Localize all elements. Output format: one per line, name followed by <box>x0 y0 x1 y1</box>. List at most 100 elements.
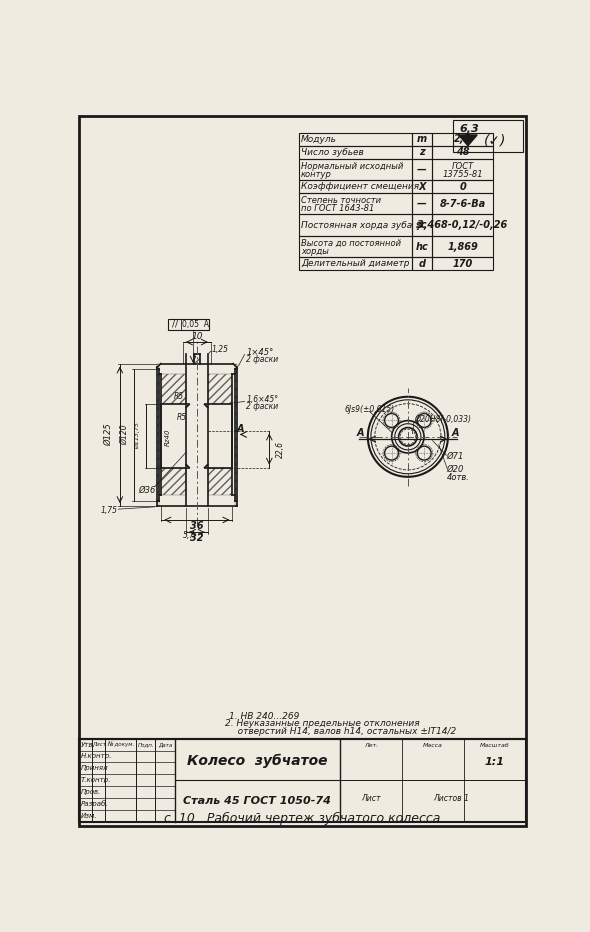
Bar <box>194 354 199 363</box>
Text: 32: 32 <box>190 533 204 543</box>
Text: 10: 10 <box>191 332 202 341</box>
Text: R5: R5 <box>173 392 183 402</box>
Text: X: X <box>418 182 426 192</box>
Text: 0: 0 <box>459 182 466 192</box>
Text: Принял: Принял <box>81 765 108 772</box>
Text: 48: 48 <box>456 147 469 158</box>
Text: Ø113,75: Ø113,75 <box>135 422 140 449</box>
Text: 4отв.: 4отв. <box>447 473 469 482</box>
Text: Колесо  зубчатое: Колесо зубчатое <box>187 754 327 768</box>
Text: Утв.: Утв. <box>81 742 96 747</box>
Text: по ГОСТ 1643-81: по ГОСТ 1643-81 <box>301 204 374 212</box>
Text: Масса: Масса <box>423 743 443 748</box>
Text: Нормальный исходный: Нормальный исходный <box>301 162 403 171</box>
Bar <box>299 194 412 214</box>
Text: //: // <box>172 320 178 329</box>
Text: 170: 170 <box>453 259 473 269</box>
Text: 2 фаски: 2 фаски <box>246 355 278 364</box>
Text: Высота до постоянной: Высота до постоянной <box>301 239 401 248</box>
Text: отверстий H14, валов h14, остальных ±IT14/2: отверстий H14, валов h14, остальных ±IT1… <box>230 727 457 736</box>
Text: Сталь 45 ГОСТ 1050-74: Сталь 45 ГОСТ 1050-74 <box>183 796 331 806</box>
Bar <box>299 145 412 158</box>
Text: Ø71: Ø71 <box>447 451 464 460</box>
Text: 5,7: 5,7 <box>183 531 195 540</box>
Text: 8-7-6-Ba: 8-7-6-Ba <box>440 199 486 209</box>
Text: Изм.: Изм. <box>81 813 97 819</box>
Text: 1×45°: 1×45° <box>246 349 274 357</box>
Bar <box>432 194 493 214</box>
Text: m: m <box>417 134 427 144</box>
Text: 0,05  A: 0,05 A <box>182 320 209 329</box>
Text: A: A <box>356 428 364 438</box>
Text: 1,6×45°: 1,6×45° <box>246 395 278 404</box>
Text: контур: контур <box>301 170 332 179</box>
Bar <box>412 236 432 257</box>
Text: Масштаб: Масштаб <box>480 743 510 748</box>
Text: Лист: Лист <box>91 742 106 747</box>
Bar <box>208 468 232 495</box>
Bar <box>453 119 523 152</box>
Polygon shape <box>458 135 477 145</box>
Text: 13755-81: 13755-81 <box>442 170 483 179</box>
Text: Дата: Дата <box>158 742 172 747</box>
Bar <box>168 319 209 330</box>
Text: (✓): (✓) <box>484 133 506 147</box>
Text: Число зубьев: Число зубьев <box>301 148 363 157</box>
Bar <box>157 363 159 506</box>
Text: 2. Неуказанные предельные отклонения: 2. Неуказанные предельные отклонения <box>225 720 420 729</box>
Bar <box>412 214 432 236</box>
Text: hc: hc <box>416 241 428 252</box>
Text: Ø20H8(-0,033): Ø20H8(-0,033) <box>414 416 471 424</box>
Bar <box>432 145 493 158</box>
Bar <box>299 132 412 145</box>
Bar <box>432 158 493 181</box>
Text: 3,468-0,12/-0,26: 3,468-0,12/-0,26 <box>417 220 507 230</box>
Bar <box>432 132 493 145</box>
Bar <box>235 363 237 506</box>
Text: Модуль: Модуль <box>301 135 337 144</box>
Text: Ø36: Ø36 <box>138 487 156 495</box>
Bar <box>208 375 232 404</box>
Text: 1,75: 1,75 <box>101 506 117 515</box>
Text: № докум.: № докум. <box>107 742 134 747</box>
Text: d: d <box>419 259 425 269</box>
Text: Степень точности: Степень точности <box>301 197 381 205</box>
Text: ГОСТ: ГОСТ <box>451 162 474 171</box>
Bar <box>299 257 412 270</box>
Text: Rz40: Rz40 <box>165 428 171 445</box>
Text: 1. НВ 240...269: 1. НВ 240...269 <box>230 712 300 720</box>
Text: Делительный диаметр: Делительный диаметр <box>301 259 409 268</box>
Bar <box>432 236 493 257</box>
Bar <box>162 468 186 495</box>
Bar <box>432 214 493 236</box>
Text: 2 фаски: 2 фаски <box>246 403 278 411</box>
Text: 2,5: 2,5 <box>454 134 471 144</box>
Text: 6,3: 6,3 <box>460 124 479 134</box>
Text: —: — <box>417 199 427 209</box>
Text: R5: R5 <box>176 413 186 422</box>
Text: Н.контр.: Н.контр. <box>81 753 112 760</box>
Bar <box>412 132 432 145</box>
Text: 36: 36 <box>190 521 204 531</box>
Bar <box>412 194 432 214</box>
Text: с. 10.  Рабочий чертеж зубчатого колесса: с. 10. Рабочий чертеж зубчатого колесса <box>164 812 441 825</box>
Bar <box>412 257 432 270</box>
Text: Ø120: Ø120 <box>120 425 129 445</box>
Text: 22,6: 22,6 <box>276 441 284 458</box>
Bar <box>412 181 432 194</box>
Text: z: z <box>419 147 425 158</box>
Bar <box>299 181 412 194</box>
Text: Ø20: Ø20 <box>447 465 464 473</box>
Text: şc: şc <box>417 220 428 230</box>
Bar <box>412 145 432 158</box>
Text: 1:1: 1:1 <box>485 757 505 767</box>
Text: A: A <box>452 428 460 438</box>
Text: 1,25: 1,25 <box>211 345 228 354</box>
Text: Лет.: Лет. <box>364 743 378 748</box>
Text: A: A <box>237 424 244 434</box>
Bar <box>79 739 526 822</box>
Text: 1,869: 1,869 <box>447 241 478 252</box>
Text: 6Js9(±0,015): 6Js9(±0,015) <box>344 405 395 415</box>
Text: Т.контр.: Т.контр. <box>81 777 111 783</box>
Text: Коэффициент смещения: Коэффициент смещения <box>301 183 419 191</box>
